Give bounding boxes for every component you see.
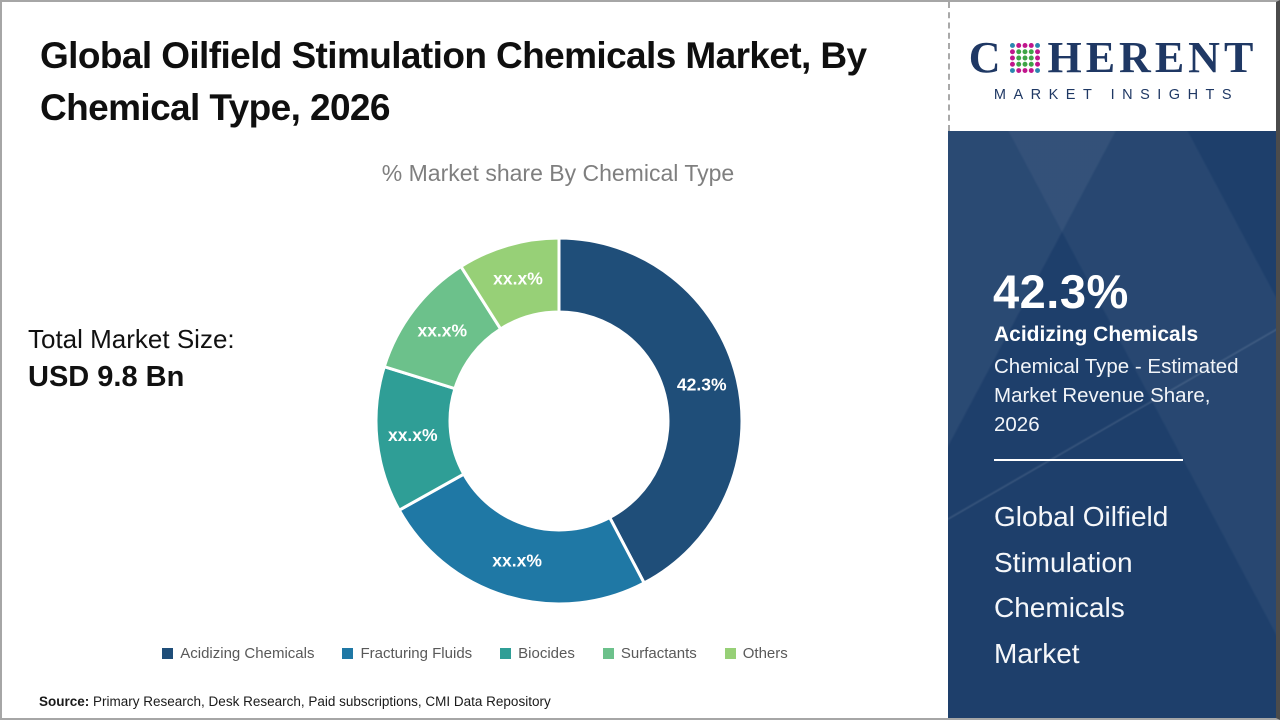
logo-globe-dot	[1016, 55, 1022, 61]
legend-swatch-icon	[724, 648, 736, 659]
highlight-description-line: 2026	[994, 413, 1040, 436]
donut-segment-others	[458, 236, 561, 332]
legend-label: Fracturing Fluids	[360, 645, 473, 662]
logo-globe-dot	[1022, 42, 1028, 48]
legend-item-others: Others	[724, 645, 788, 662]
logo-globe-dot	[1016, 42, 1022, 48]
logo-globe-dot	[1010, 49, 1016, 55]
logo-globe-dot	[1029, 49, 1035, 55]
legend-swatch-icon	[162, 648, 174, 659]
legend-swatch-icon	[602, 648, 614, 659]
total-market-size-value: USD 9.8 Bn	[28, 361, 185, 393]
logo: C HERENT MARKET INSIGHTS	[948, 2, 1276, 131]
legend-label: Others	[742, 645, 788, 662]
legend-swatch-icon	[342, 648, 354, 659]
logo-globe-dot	[1022, 68, 1028, 74]
logo-globe-dot	[1010, 61, 1016, 67]
report-name-line: Stimulation	[994, 546, 1133, 578]
source-label: Source:	[39, 694, 90, 709]
logo-tagline: MARKET INSIGHTS	[993, 87, 1240, 103]
donut-segment-acidizing-chemicals	[557, 236, 744, 586]
panel-divider	[994, 459, 1183, 461]
logo-globe-icon	[1010, 42, 1041, 74]
donut-segment-label: xx.x%	[493, 268, 543, 288]
logo-globe-dot	[1022, 49, 1028, 55]
legend-label: Acidizing Chemicals	[180, 645, 315, 662]
logo-letter-c: C	[968, 33, 1004, 82]
logo-globe-dot	[1010, 68, 1016, 74]
total-market-size-label: Total Market Size:	[28, 324, 235, 354]
logo-globe-dot	[1016, 61, 1022, 67]
donut-segment-label: xx.x%	[492, 551, 542, 571]
logo-globe-dot	[1035, 61, 1041, 67]
page-title-line-2: Chemical Type, 2026	[40, 87, 390, 128]
donut-segment-fracturing-fluids	[397, 472, 647, 606]
report-name-line: Global Oilfield	[994, 501, 1169, 532]
logo-wordmark: C HERENT	[969, 36, 1258, 80]
highlight-segment-name: Acidizing Chemicals	[994, 323, 1199, 346]
logo-globe-dot	[1029, 55, 1035, 61]
legend-label: Biocides	[518, 645, 575, 662]
logo-globe-dot	[1035, 55, 1041, 61]
legend-swatch-icon	[500, 648, 512, 659]
logo-globe-dot	[1035, 68, 1041, 74]
logo-globe-dot	[1016, 49, 1022, 55]
right-column: C HERENT MARKET INSIGHTS 42.3% Acidizing…	[948, 2, 1276, 718]
logo-globe-dot	[1035, 49, 1041, 55]
report-name-line: Market	[994, 637, 1080, 669]
legend-item-biocides: Biocides	[500, 645, 575, 662]
source-text: Primary Research, Desk Research, Paid su…	[93, 694, 551, 709]
donut-chart: 42.3% xx.x% xx.x% xx.x% xx.x%	[374, 236, 744, 606]
logo-globe-dot	[1022, 61, 1028, 67]
logo-globe-dot	[1022, 55, 1028, 61]
logo-globe-dot	[1035, 42, 1041, 48]
logo-letters-herent: HERENT	[1047, 33, 1258, 82]
logo-globe-dot	[1010, 42, 1016, 48]
logo-globe-dot	[1029, 42, 1035, 48]
chart-title: % Market share By Chemical Type	[381, 160, 735, 186]
logo-globe-dot	[1029, 61, 1035, 67]
chart-legend: Acidizing Chemicals Fracturing Fluids Bioc…	[2, 645, 948, 662]
logo-globe-dot	[1010, 55, 1016, 61]
page-title-line-1: Global Oilfield Stimulation Chemicals Ma…	[40, 35, 867, 76]
report-name: Global Oilfield Stimulation Chemicals Ma…	[994, 494, 1168, 676]
highlight-description: Chemical Type - Estimated Market Revenue…	[994, 352, 1239, 439]
report-name-line: Chemicals	[994, 592, 1125, 623]
donut-segment-label: 42.3%	[677, 374, 727, 394]
page-title: Global Oilfield Stimulation Chemicals Ma…	[40, 30, 867, 134]
donut-segment-label: xx.x%	[388, 425, 438, 445]
legend-item-fracturing-fluids: Fracturing Fluids	[342, 645, 472, 662]
legend-item-acidizing-chemicals: Acidizing Chemicals	[162, 645, 314, 662]
legend-label: Surfactants	[620, 645, 697, 662]
highlight-share-value: 42.3%	[993, 265, 1129, 318]
highlight-description-line: Chemical Type - Estimated	[994, 355, 1239, 378]
total-market-size: Total Market Size: USD 9.8 Bn	[28, 324, 235, 394]
logo-globe-dot	[1016, 68, 1022, 74]
source-note: Source: Primary Research, Desk Research,…	[39, 694, 551, 709]
donut-segment-label: xx.x%	[417, 320, 467, 340]
highlight-description-line: Market Revenue Share,	[994, 384, 1211, 407]
highlight-panel: 42.3% Acidizing Chemicals Chemical Type …	[948, 131, 1276, 718]
legend-item-surfactants: Surfactants	[602, 645, 697, 662]
logo-globe-dot	[1029, 68, 1035, 74]
